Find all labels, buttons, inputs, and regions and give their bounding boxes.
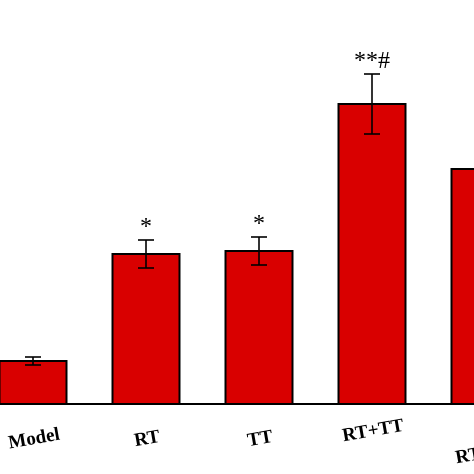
significance-label-3: **# (354, 48, 390, 74)
significance-labels-layer: * * **# (140, 48, 390, 240)
x-tick-label-4: RT+TT (454, 437, 474, 468)
x-tick-label-3: RT+TT (341, 415, 406, 446)
tick-labels-layer: Model RT TT RT+TT RT+TT (7, 415, 474, 468)
bar-2 (224, 250, 294, 405)
error-bar-1 (138, 239, 154, 269)
error-bar-3 (364, 73, 380, 135)
x-tick-label-0: Model (7, 424, 62, 454)
bar-0 (0, 360, 68, 405)
bar-4 (450, 168, 474, 405)
error-bar-0 (25, 356, 41, 366)
bars-layer (0, 103, 474, 405)
x-tick-label-1: RT (133, 426, 162, 451)
bar-1 (111, 253, 181, 405)
bar-3 (337, 103, 407, 405)
error-bar-2 (251, 236, 267, 266)
significance-label-1: * (140, 214, 152, 240)
x-tick-label-2: TT (246, 426, 275, 451)
significance-label-2: * (253, 211, 265, 237)
error-bars-layer (25, 73, 380, 366)
